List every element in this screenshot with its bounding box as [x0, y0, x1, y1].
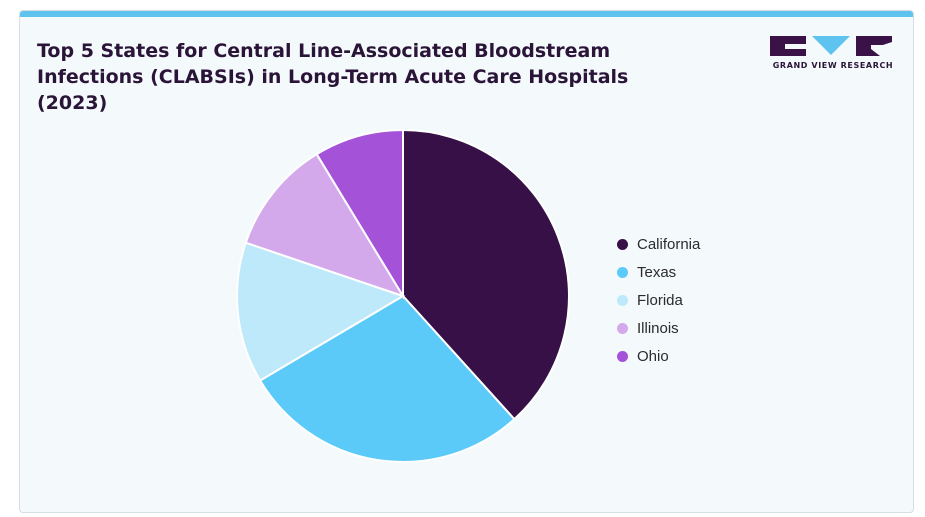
grand-view-research-logo: GRAND VIEW RESEARCH [768, 35, 898, 75]
legend-swatch [617, 294, 628, 306]
pie-slice-illinois [244, 152, 406, 298]
legend-label: Illinois [637, 319, 679, 337]
logo-text: GRAND VIEW RESEARCH [772, 61, 894, 70]
pie-slice-california [402, 128, 570, 421]
chart-legend: California Texas Florida Illinois Ohio [617, 230, 700, 370]
legend-item-california: California [617, 230, 700, 258]
legend-swatch [617, 238, 628, 250]
legend-label: Ohio [637, 347, 669, 365]
legend-swatch [617, 350, 628, 362]
legend-label: Florida [637, 291, 683, 309]
pie-slice-texas [258, 294, 516, 463]
legend-swatch [617, 266, 628, 278]
legend-item-texas: Texas [617, 258, 700, 286]
legend-item-illinois: Illinois [617, 314, 700, 342]
legend-label: California [637, 235, 701, 253]
legend-swatch [617, 322, 628, 334]
chart-card: Top 5 States for Central Line-Associated… [19, 10, 914, 513]
logo-mark-icon [770, 36, 892, 56]
legend-item-florida: Florida [617, 286, 700, 314]
legend-item-ohio: Ohio [617, 342, 700, 370]
pie-chart [236, 128, 570, 463]
legend-label: Texas [637, 263, 677, 281]
pie-slice-ohio [315, 128, 404, 300]
chart-title: Top 5 States for Central Line-Associated… [37, 40, 629, 114]
pie-slice-florida [236, 241, 406, 382]
accent-bar [20, 11, 913, 17]
